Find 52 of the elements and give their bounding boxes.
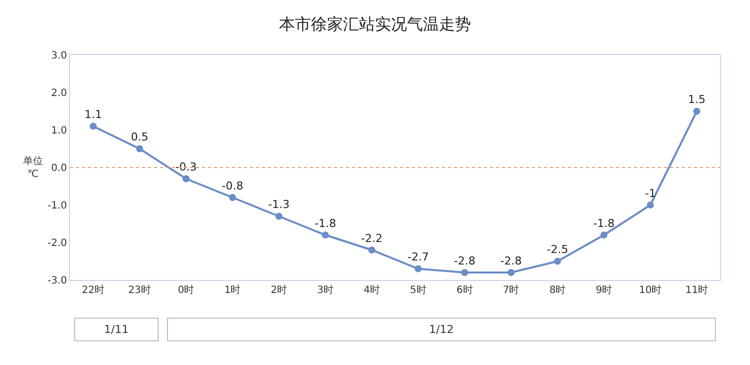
data-label: -0.8	[222, 179, 244, 192]
x-tick-label: 2时	[270, 284, 288, 296]
data-label: -2.2	[361, 232, 383, 245]
data-label: 1.1	[84, 108, 102, 122]
point	[646, 202, 654, 208]
x-tick-label: 6时	[456, 284, 473, 296]
x-tick-label: 11时	[685, 284, 708, 296]
chart-title: 本市徐家汇站实况气温走势	[279, 14, 471, 34]
y-tick-label: -3.0	[47, 276, 67, 286]
x-tick-label: 9时	[596, 284, 612, 296]
point	[229, 194, 236, 201]
data-label: 0.5	[130, 130, 148, 144]
x-tick-label: 7时	[502, 284, 520, 296]
y-tick-label: -1.0	[47, 200, 67, 212]
data-label: -2.8	[500, 254, 522, 268]
y-axis-title: 单位 ℃	[23, 155, 43, 180]
point	[600, 232, 608, 238]
data-label: 1.5	[688, 93, 706, 106]
x-tick-label: 8时	[549, 284, 566, 296]
point	[90, 122, 97, 130]
x-tick-label: 1时	[224, 284, 241, 296]
data-label: -2.8	[454, 254, 476, 268]
data-label: -2.7	[407, 250, 429, 264]
data-label: -1	[644, 186, 656, 200]
point	[275, 212, 282, 220]
y-tick-label: 0.0	[51, 163, 67, 174]
point	[136, 145, 144, 152]
text: 1/11	[104, 323, 129, 336]
y-tick-label: 3.0	[51, 50, 67, 62]
data-label: -1.8	[593, 216, 615, 230]
x-tick-label: 4时	[364, 284, 380, 296]
point	[368, 246, 376, 254]
data-label: -2.5	[546, 243, 568, 256]
point	[182, 175, 190, 182]
point	[461, 269, 468, 276]
text: 1/12	[429, 323, 454, 336]
point	[508, 269, 515, 276]
x-tick-label: 22时	[82, 284, 105, 296]
point	[414, 265, 422, 272]
point	[693, 108, 700, 115]
data-label: -1.3	[268, 198, 290, 212]
point	[322, 232, 329, 238]
data-label: -1.8	[314, 216, 336, 230]
y-tick-label: -2.0	[47, 238, 67, 249]
y-tick-label: 2.0	[51, 88, 67, 99]
y-tick-label: 1.0	[51, 126, 67, 136]
point	[554, 258, 561, 265]
x-tick-label: 10时	[638, 284, 662, 296]
x-tick-label: 23时	[128, 284, 152, 296]
x-tick-label: 3时	[317, 284, 334, 296]
x-tick-label: 5时	[410, 284, 426, 296]
x-tick-label: 0时	[178, 284, 194, 296]
